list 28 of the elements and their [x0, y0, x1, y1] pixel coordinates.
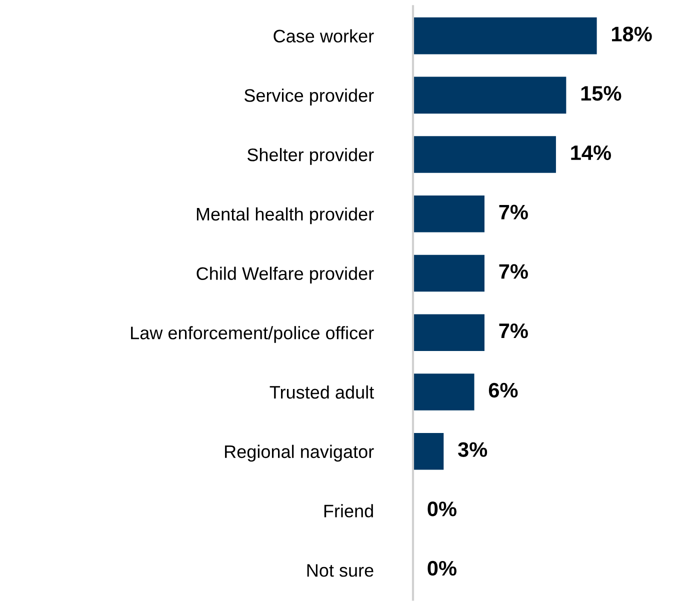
data-label: 3% [458, 442, 488, 457]
data-label: 0% [428, 502, 456, 516]
bar [413, 254, 484, 292]
bar [413, 374, 474, 410]
y-tick-label: Shelter provider [247, 148, 374, 165]
y-tick-label: Child Welfare provider [196, 266, 374, 284]
y-tick-label: Regional navigator [225, 444, 374, 462]
data-label: 15% [581, 86, 622, 101]
bar [413, 136, 556, 173]
data-label: 7% [499, 204, 528, 220]
data-label: 18% [612, 26, 652, 42]
bar [413, 76, 566, 114]
bar [413, 314, 484, 352]
bar [413, 17, 597, 54]
y-tick-label: Case worker [274, 29, 374, 43]
data-label: 7% [499, 264, 528, 279]
y-tick-label: Law enforcement/police officer [131, 326, 374, 343]
y-tick-label: Mental health provider [196, 207, 374, 224]
y-tick-label: Trusted adult [270, 385, 374, 399]
data-label: 7% [499, 324, 528, 338]
data-label: 14% [571, 145, 611, 160]
data-label: 0% [428, 560, 456, 576]
y-tick-label: Not sure [307, 564, 374, 577]
data-label: 6% [488, 382, 518, 398]
y-tick-label: Friend [324, 504, 373, 518]
y-tick-label: Service provider [244, 88, 374, 106]
bar [413, 432, 444, 470]
bar [413, 195, 484, 232]
